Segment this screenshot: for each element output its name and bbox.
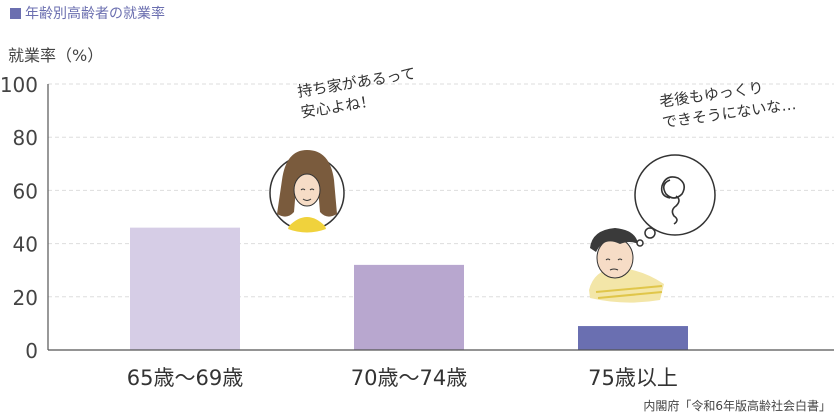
- man-illustration: [589, 154, 716, 303]
- title-square-icon: [10, 8, 21, 19]
- chart-title-text: 年齢別高齢者の就業率: [25, 6, 165, 22]
- chart-title: 年齢別高齢者の就業率: [10, 3, 165, 23]
- x-tick-label: 75歳以上: [588, 366, 678, 390]
- y-tick-label: 100: [0, 73, 38, 97]
- x-tick-label: 70歳～74歳: [351, 366, 467, 390]
- woman-illustration: [269, 150, 345, 233]
- y-tick-label: 80: [13, 126, 38, 150]
- bar-2: [354, 264, 464, 350]
- x-tick-label: 65歳～69歳: [127, 366, 243, 390]
- y-axis-label: 就業率（%）: [8, 46, 104, 65]
- y-tick-label: 60: [13, 179, 38, 203]
- bar-3: [578, 326, 688, 350]
- y-tick-label: 20: [13, 286, 38, 310]
- y-tick-label: 0: [25, 339, 38, 363]
- source-note: 内閣府「令和6年版高齢社会白書」: [643, 399, 831, 413]
- bar-1: [130, 227, 240, 350]
- y-tick-label: 40: [13, 233, 38, 257]
